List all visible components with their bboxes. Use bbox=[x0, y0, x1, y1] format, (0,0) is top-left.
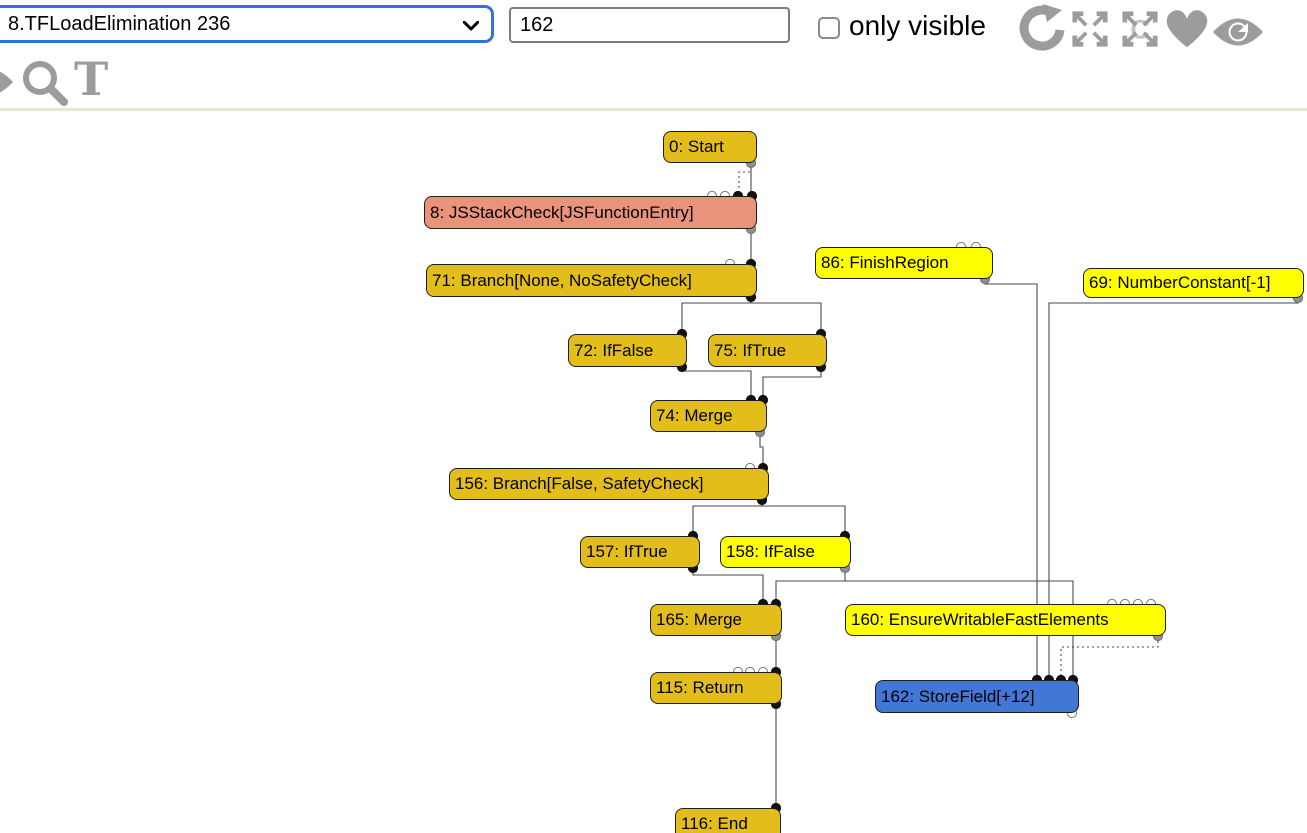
graph-node-160[interactable]: 160: EnsureWritableFastElements bbox=[845, 604, 1166, 636]
toolbar-divider bbox=[0, 108, 1307, 111]
graph-edge-0-8 bbox=[738, 163, 752, 196]
graph-node-115[interactable]: 115: Return bbox=[650, 672, 782, 704]
only-visible-label: only visible bbox=[849, 10, 986, 41]
graph-edge-75-74 bbox=[762, 367, 822, 400]
hide-selected-icon[interactable] bbox=[0, 66, 14, 98]
graph-edge-74-156 bbox=[759, 432, 764, 468]
graph-edge-72-74 bbox=[681, 367, 752, 400]
zoom-selection-icon[interactable] bbox=[20, 58, 68, 106]
toggle-types-icon[interactable]: T bbox=[74, 52, 109, 106]
graph-edge-160-162 bbox=[1060, 636, 1159, 680]
graph-edge-71-75 bbox=[750, 297, 822, 334]
hide-unselected-icon[interactable] bbox=[1211, 16, 1265, 48]
chevron-down-icon bbox=[463, 21, 479, 31]
graph-node-157[interactable]: 157: IfTrue bbox=[580, 536, 700, 568]
show-control-icon[interactable]: C bbox=[1117, 10, 1163, 48]
graph-edge-156-158 bbox=[761, 500, 846, 536]
graph-node-158[interactable]: 158: IfFalse bbox=[720, 536, 851, 568]
expand-all-icon[interactable] bbox=[1068, 10, 1112, 48]
toggle-hide-dead-icon[interactable] bbox=[1165, 6, 1209, 50]
graph-node-69[interactable]: 69: NumberConstant[-1] bbox=[1083, 268, 1304, 298]
graph-node-156[interactable]: 156: Branch[False, SafetyCheck] bbox=[449, 468, 769, 500]
graph-node-116[interactable]: 116: End bbox=[675, 808, 781, 833]
graph-node-165[interactable]: 165: Merge bbox=[650, 604, 782, 636]
node-id-input[interactable] bbox=[509, 7, 790, 43]
graph-edge-156-157 bbox=[692, 500, 763, 536]
graph-node-8[interactable]: 8: JSStackCheck[JSFunctionEntry] bbox=[424, 196, 757, 229]
phase-select-value: 8.TFLoadElimination 236 bbox=[8, 12, 231, 35]
svg-text:C: C bbox=[1130, 15, 1149, 45]
layout-graph-icon[interactable] bbox=[1016, 2, 1066, 55]
graph-edge-71-72 bbox=[681, 297, 752, 334]
graph-node-75[interactable]: 75: IfTrue bbox=[708, 334, 827, 367]
graph-node-72[interactable]: 72: IfFalse bbox=[568, 334, 687, 367]
phase-select[interactable]: 8.TFLoadElimination 236 bbox=[0, 5, 494, 43]
only-visible-checkbox[interactable] bbox=[818, 17, 840, 39]
graph-node-162[interactable]: 162: StoreField[+12] bbox=[875, 680, 1079, 713]
graph-edge-158-165 bbox=[775, 568, 846, 604]
graph-node-86[interactable]: 86: FinishRegion bbox=[815, 247, 993, 279]
graph-node-71[interactable]: 71: Branch[None, NoSafetyCheck] bbox=[426, 264, 757, 297]
graph-node-74[interactable]: 74: Merge bbox=[650, 400, 767, 432]
graph-edge-157-165 bbox=[692, 568, 764, 604]
graph-node-0[interactable]: 0: Start bbox=[663, 131, 757, 163]
